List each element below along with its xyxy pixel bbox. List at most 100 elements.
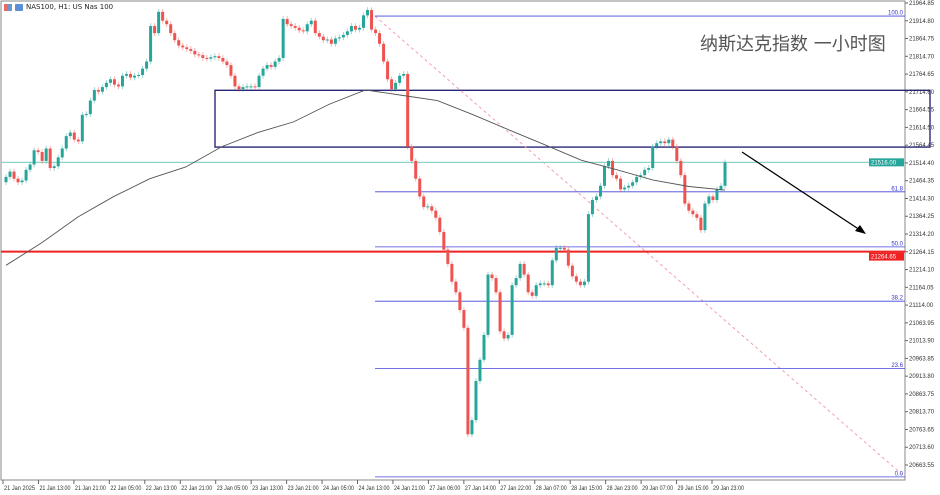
bull-candle — [349, 26, 353, 32]
y-tick-label: 20963.85 — [909, 356, 935, 362]
bear-candle — [153, 26, 157, 34]
trend-arrow-head — [855, 225, 866, 234]
bear-candle — [687, 203, 691, 211]
bull-candle — [627, 185, 631, 188]
bear-candle — [679, 160, 683, 176]
bear-candle — [390, 79, 394, 90]
x-tick-label: 23 Jan 13:00 — [252, 486, 284, 492]
grid-icon[interactable] — [4, 3, 12, 11]
moving-average-line — [5, 89, 726, 266]
bear-candle — [169, 24, 173, 34]
bear-candle — [695, 214, 699, 218]
bull-candle — [44, 148, 48, 161]
bull-candle — [341, 34, 345, 38]
bull-candle — [538, 283, 542, 286]
bull-candle — [586, 214, 590, 282]
x-tick-label: 21 Jan 13:00 — [39, 486, 71, 492]
bull-candle — [32, 150, 36, 165]
bull-candle — [277, 57, 281, 62]
bull-candle — [602, 166, 606, 186]
y-tick-label: 21314.20 — [909, 232, 935, 238]
bull-candle — [631, 182, 635, 186]
x-tick-label: 22 Jan 05:00 — [110, 486, 142, 492]
bull-candle — [514, 278, 518, 286]
bear-candle — [285, 18, 289, 25]
y-tick-label: 21164.05 — [909, 285, 934, 291]
bull-candle — [84, 114, 88, 116]
bull-candle — [24, 169, 28, 181]
bull-candle — [659, 141, 663, 144]
bear-candle — [301, 30, 305, 32]
bull-candle — [20, 180, 24, 183]
bull-candle — [337, 37, 341, 39]
bull-candle — [249, 86, 253, 88]
bull-candle — [281, 18, 285, 58]
bear-candle — [683, 175, 687, 204]
current-price-badge — [869, 158, 904, 167]
bear-candle — [414, 160, 418, 179]
y-tick-label: 21514.40 — [909, 161, 935, 167]
y-tick-label: 21364.25 — [909, 214, 935, 220]
x-tick-label: 21 Jan 2025 — [4, 486, 36, 492]
bear-candle — [466, 327, 470, 435]
bear-candle — [76, 139, 80, 142]
x-tick-label: 22 Jan 13:00 — [146, 486, 178, 492]
y-tick-label: 21964.85 — [909, 1, 935, 7]
bear-candle — [181, 45, 185, 48]
y-tick-label: 20913.80 — [909, 374, 935, 380]
current-price-label: 21516.00 — [871, 160, 897, 166]
x-tick-label: 24 Jan 21:00 — [394, 486, 426, 492]
bear-candle — [237, 86, 241, 90]
bull-candle — [635, 176, 639, 183]
chart-icon[interactable] — [15, 3, 23, 11]
chart-header: NAS100, H1: US Nas 100 — [4, 3, 113, 11]
bear-candle — [615, 175, 619, 179]
bull-candle — [56, 157, 60, 167]
x-tick-label: 27 Jan 06:00 — [429, 486, 461, 492]
bear-candle — [329, 39, 333, 44]
bull-candle — [643, 169, 647, 176]
bull-candle — [8, 171, 12, 177]
y-tick-label: 21664.55 — [909, 108, 935, 114]
bear-candle — [522, 263, 526, 275]
bear-candle — [193, 50, 197, 55]
bull-candle — [257, 75, 261, 88]
bear-candle — [574, 276, 578, 282]
bear-candle — [321, 36, 325, 41]
y-tick-label: 20713.60 — [909, 445, 935, 451]
y-tick-label: 21214.10 — [909, 268, 935, 274]
bear-candle — [562, 247, 566, 250]
bear-candle — [498, 292, 502, 332]
bull-candle — [590, 199, 594, 215]
bull-candle — [398, 75, 402, 83]
bull-candle — [582, 281, 586, 286]
bull-candle — [88, 100, 92, 115]
bull-candle — [145, 61, 149, 69]
y-tick-label: 20813.70 — [909, 410, 935, 416]
bear-candle — [526, 274, 530, 293]
bull-candle — [245, 86, 249, 88]
bull-candle — [265, 65, 269, 69]
bear-candle — [462, 310, 466, 328]
bear-candle — [317, 33, 321, 37]
x-tick-label: 27 Jan 22:00 — [500, 486, 532, 492]
bear-candle — [566, 249, 570, 266]
bear-candle — [711, 196, 715, 200]
bull-candle — [4, 176, 8, 183]
bull-candle — [639, 175, 643, 177]
plot-frame — [0, 0, 906, 481]
bull-candle — [104, 82, 108, 88]
bear-candle — [570, 265, 574, 277]
y-tick-label: 20663.55 — [909, 463, 935, 469]
bear-candle — [112, 79, 116, 85]
bull-candle — [325, 39, 329, 41]
bear-candle — [434, 210, 438, 218]
support-price-label: 21264.65 — [871, 255, 897, 261]
bull-candle — [100, 87, 104, 92]
bull-candle — [402, 73, 406, 76]
bear-candle — [165, 20, 169, 25]
bull-candle — [542, 283, 546, 285]
bear-candle — [671, 139, 675, 147]
